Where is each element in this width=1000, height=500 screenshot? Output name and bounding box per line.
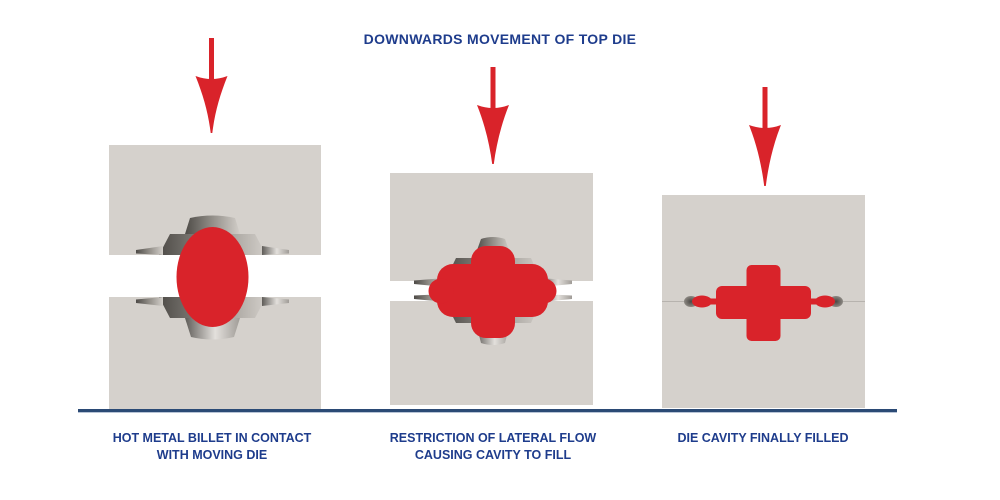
down-arrow-icon	[477, 67, 509, 164]
flash	[692, 295, 835, 308]
caption-line: RESTRICTION OF LATERAL FLOW	[389, 431, 597, 445]
caption-line: CAUSING CAVITY TO FILL	[414, 448, 572, 462]
caption-line: DIE CAVITY FINALLY FILLED	[677, 431, 849, 445]
caption-line: WITH MOVING DIE	[156, 448, 268, 462]
forged-part	[716, 265, 811, 341]
down-arrow-icon	[749, 87, 781, 186]
stage-1-graphic	[109, 38, 321, 409]
diagram-title: DOWNWARDS MOVEMENT OF TOP DIE	[363, 31, 637, 47]
metal-billet	[428, 246, 557, 338]
caption-line: HOT METAL BILLET IN CONTACT	[112, 431, 312, 445]
metal-billet	[176, 227, 249, 327]
down-arrow-icon	[195, 38, 228, 133]
stage-3-graphic	[662, 87, 865, 408]
stage-2-graphic	[390, 67, 593, 405]
stage-3-caption: DIE CAVITY FINALLY FILLED	[613, 430, 913, 447]
stage-2-caption: RESTRICTION OF LATERAL FLOW CAUSING CAVI…	[343, 430, 643, 464]
ground-line	[78, 409, 897, 413]
stage-1-caption: HOT METAL BILLET IN CONTACT WITH MOVING …	[62, 430, 362, 464]
